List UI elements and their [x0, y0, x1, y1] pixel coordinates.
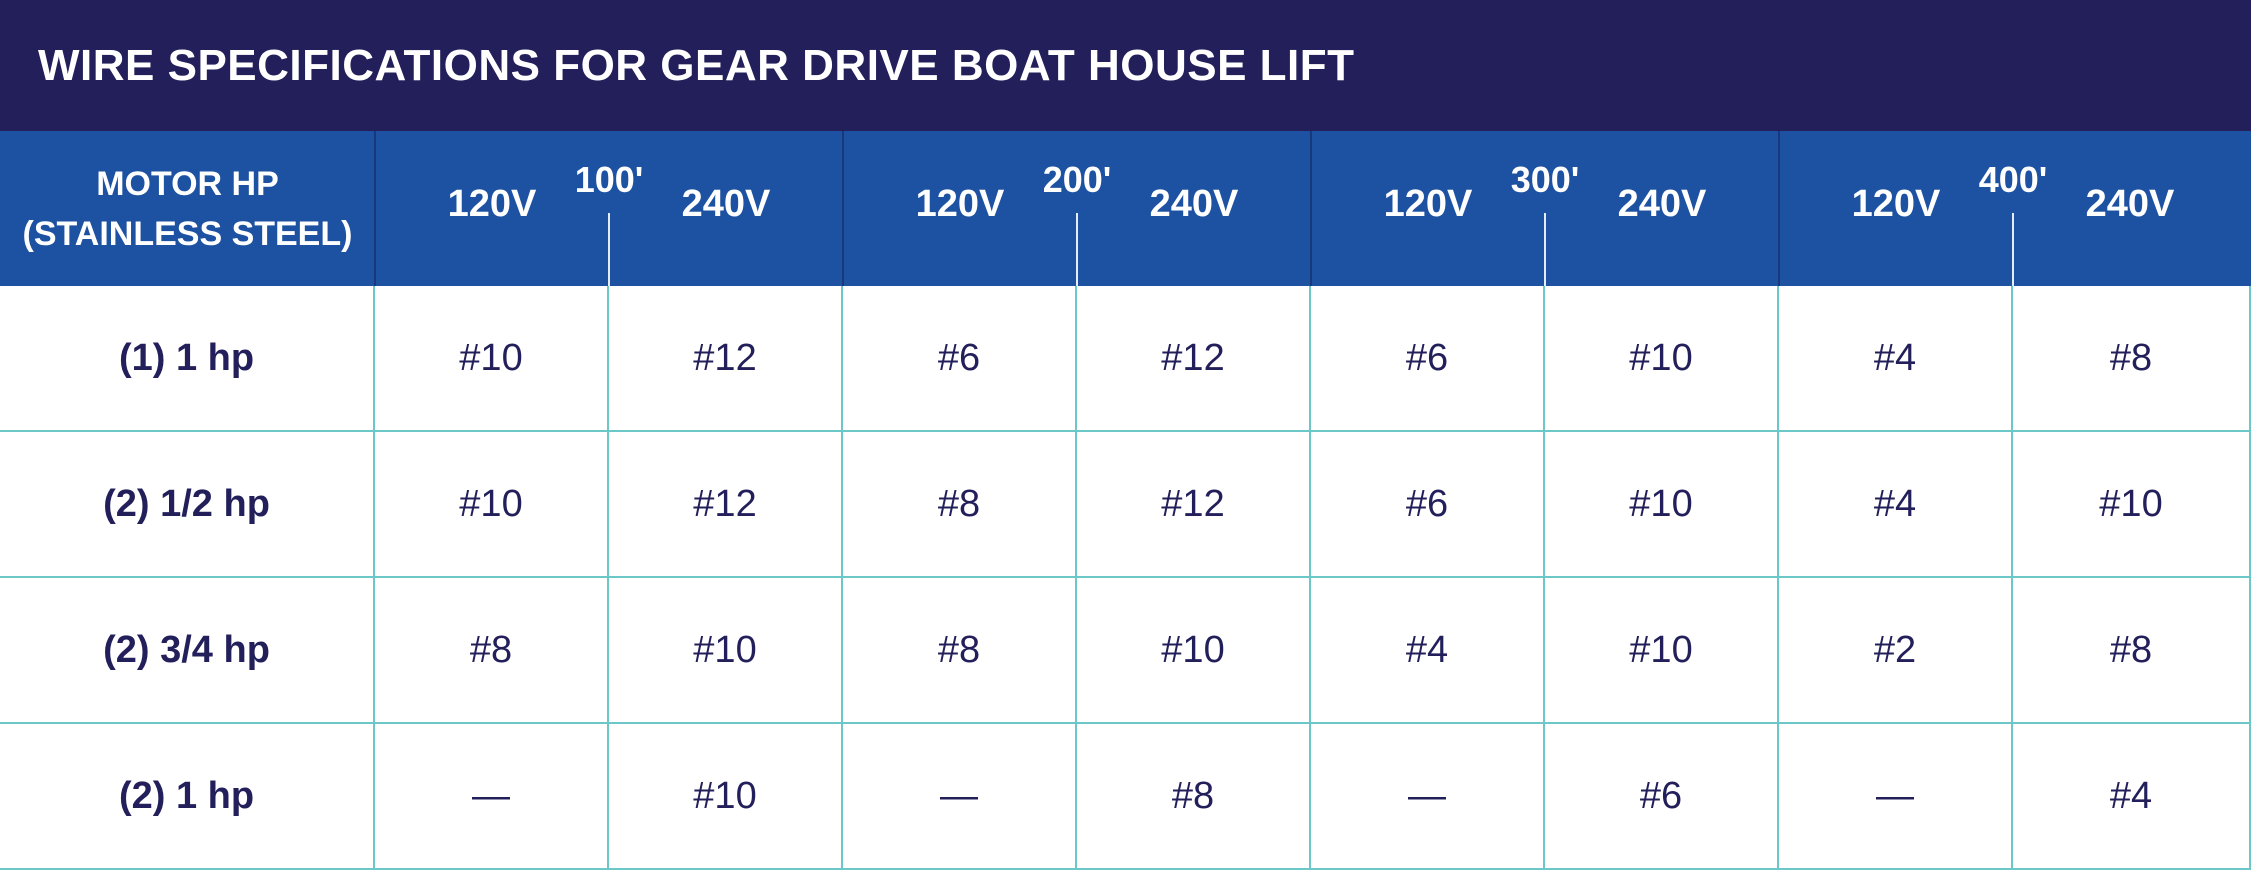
- wire-gauge-cell: #4: [2013, 724, 2251, 870]
- wire-gauge-cell: —: [1311, 724, 1545, 870]
- header-separator: [842, 131, 844, 286]
- wire-gauge-cell: #10: [1545, 578, 1779, 724]
- distance-divider: [1076, 213, 1078, 286]
- table-title: WIRE SPECIFICATIONS FOR GEAR DRIVE BOAT …: [0, 0, 2251, 131]
- wire-gauge-cell: #6: [843, 286, 1077, 432]
- wire-gauge-cell: #6: [1545, 724, 1779, 870]
- wire-gauge-cell: #10: [1545, 432, 1779, 578]
- voltage-label-120v: 120V: [447, 183, 537, 225]
- wire-gauge-cell: #12: [609, 432, 843, 578]
- wire-gauge-cell: #8: [843, 432, 1077, 578]
- motor-hp-header-line1: MOTOR HP: [96, 164, 279, 203]
- motor-hp-cell: (2) 3/4 hp: [0, 578, 375, 724]
- voltage-label-240v: 240V: [1149, 183, 1239, 225]
- distance-divider: [608, 213, 610, 286]
- wire-gauge-cell: —: [843, 724, 1077, 870]
- wire-gauge-cell: #10: [1545, 286, 1779, 432]
- voltage-label-120v: 120V: [915, 183, 1005, 225]
- distance-label-200: 200': [1042, 159, 1112, 200]
- wire-gauge-cell: #10: [2013, 432, 2251, 578]
- distance-label-400: 400': [1978, 159, 2048, 200]
- wire-gauge-cell: #10: [375, 286, 609, 432]
- wire-gauge-cell: #4: [1779, 286, 2013, 432]
- wire-gauge-cell: #10: [609, 724, 843, 870]
- header-separator: [374, 131, 376, 286]
- wire-gauge-cell: #4: [1311, 578, 1545, 724]
- header-separator: [1778, 131, 1780, 286]
- wire-gauge-cell: #12: [609, 286, 843, 432]
- wire-gauge-cell: #8: [2013, 286, 2251, 432]
- distance-label-300: 300': [1510, 159, 1580, 200]
- wire-gauge-cell: #8: [843, 578, 1077, 724]
- motor-hp-header-line2: (STAINLESS STEEL): [22, 214, 353, 253]
- motor-hp-cell: (2) 1 hp: [0, 724, 375, 870]
- voltage-label-240v: 240V: [2085, 183, 2175, 225]
- wire-gauge-cell: #12: [1077, 286, 1311, 432]
- wire-gauge-cell: #8: [1077, 724, 1311, 870]
- wire-gauge-cell: —: [375, 724, 609, 870]
- wire-gauge-cell: #10: [609, 578, 843, 724]
- distance-label-100: 100': [574, 159, 644, 200]
- wire-gauge-cell: #8: [375, 578, 609, 724]
- wire-gauge-cell: #10: [375, 432, 609, 578]
- voltage-label-120v: 120V: [1383, 183, 1473, 225]
- voltage-label-240v: 240V: [681, 183, 771, 225]
- wire-gauge-cell: #6: [1311, 286, 1545, 432]
- wire-gauge-cell: #4: [1779, 432, 2013, 578]
- wire-gauge-cell: #8: [2013, 578, 2251, 724]
- distance-divider: [1544, 213, 1546, 286]
- wire-gauge-cell: —: [1779, 724, 2013, 870]
- wire-gauge-cell: #2: [1779, 578, 2013, 724]
- motor-hp-header: MOTOR HP (STAINLESS STEEL): [0, 131, 375, 286]
- motor-hp-cell: (2) 1/2 hp: [0, 432, 375, 578]
- table-body: (1) 1 hp #10 #12 #6 #12 #6 #10 #4 #8 (2) 1/2 hp #1…: [0, 286, 2251, 870]
- voltage-label-240v: 240V: [1617, 183, 1707, 225]
- wire-gauge-cell: #6: [1311, 432, 1545, 578]
- header-separator: [1310, 131, 1312, 286]
- distance-divider: [2012, 213, 2014, 286]
- wire-gauge-cell: #12: [1077, 432, 1311, 578]
- table-header: MOTOR HP (STAINLESS STEEL) 100' 120V 240…: [0, 131, 2251, 286]
- voltage-label-120v: 120V: [1851, 183, 1941, 225]
- motor-hp-cell: (1) 1 hp: [0, 286, 375, 432]
- wire-gauge-cell: #10: [1077, 578, 1311, 724]
